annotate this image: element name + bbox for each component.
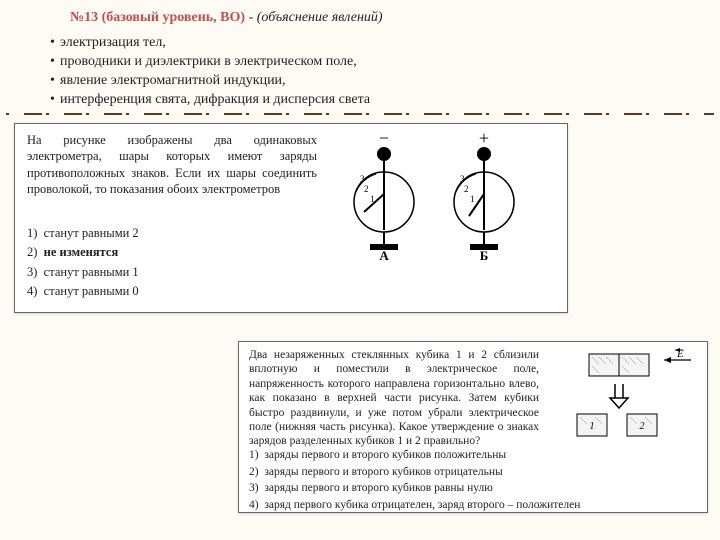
svg-text:1: 1	[470, 194, 475, 204]
svg-text:2: 2	[640, 421, 645, 432]
bullet-2: проводники и диэлектрики в электрическом…	[60, 54, 357, 69]
cubes-figure: E 1 2	[549, 348, 699, 448]
svg-text:2: 2	[464, 184, 469, 194]
electrometer-figure: − 3 2 1 А + 3 2 1 Б	[339, 130, 549, 260]
problem-card-2: Два незаряженных стеклянных кубика 1 и 2…	[238, 341, 708, 513]
svg-text:1: 1	[590, 421, 595, 432]
problem1-text: На рисунке изображены два одинаковых эле…	[27, 132, 317, 197]
plus-sign: +	[479, 130, 489, 148]
dash: -	[245, 10, 257, 25]
problem-card-1: На рисунке изображены два одинаковых эле…	[14, 123, 568, 313]
svg-text:2: 2	[364, 184, 369, 194]
divider	[6, 113, 714, 115]
svg-text:А: А	[379, 248, 389, 260]
svg-text:3: 3	[460, 174, 465, 184]
topic-list: •электризация тел, •проводники и диэлект…	[0, 35, 720, 108]
problem1-answers: 1) станут равными 2 2) не изменятся 3) с…	[27, 224, 139, 302]
problem2-text: Два незаряженных стеклянных кубика 1 и 2…	[249, 348, 539, 449]
svg-text:Б: Б	[480, 248, 489, 260]
task-number: №13 (базовый уровень, ВО)	[70, 10, 245, 25]
section-header: №13 (базовый уровень, ВО) - (объяснение …	[0, 0, 720, 35]
svg-text:1: 1	[370, 194, 375, 204]
bullet-4: интерференция свята, дифракция и дисперс…	[60, 92, 370, 107]
svg-text:3: 3	[360, 174, 365, 184]
bullet-3: явление электромагнитной индукции,	[60, 73, 286, 88]
subtitle: (объяснение явлений)	[257, 10, 383, 25]
minus-sign: −	[379, 130, 389, 148]
bullet-1: электризация тел,	[60, 35, 166, 50]
problem2-answers: 1) заряды первого и второго кубиков поло…	[249, 447, 580, 514]
